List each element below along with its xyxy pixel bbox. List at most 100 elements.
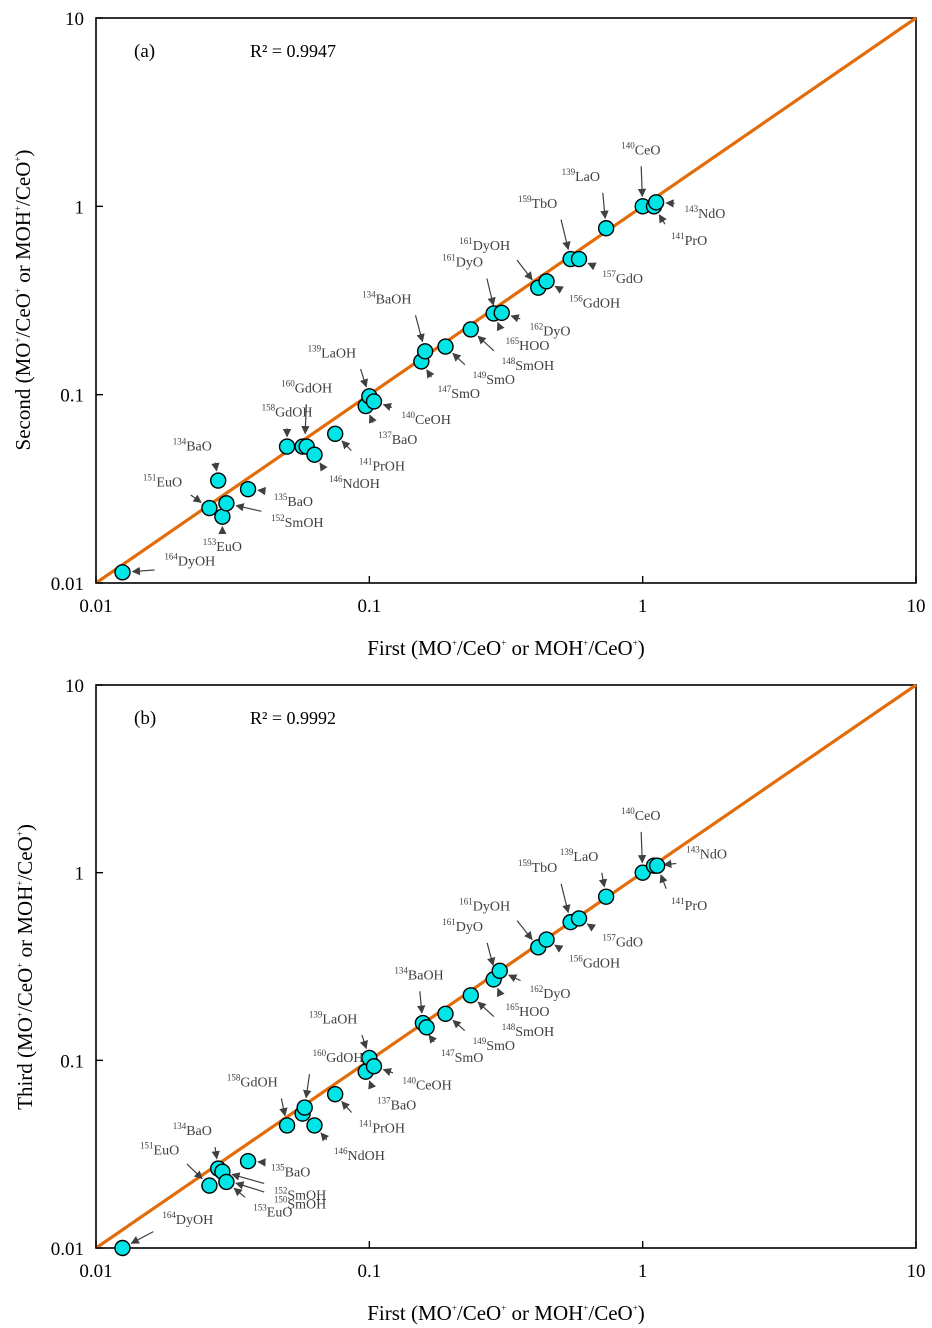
- annotation-label: 141PrO: [671, 896, 707, 914]
- annotation-label: 146NdOH: [329, 474, 380, 492]
- annotation-arrow: [510, 314, 521, 323]
- data-point: [538, 273, 555, 290]
- annotation-label: 150SmOH: [274, 1194, 326, 1212]
- data-point: [218, 495, 235, 512]
- data-point: [538, 931, 555, 948]
- annotation-label: 159TbO: [518, 194, 557, 212]
- annotation-arrow: [659, 874, 668, 889]
- x-tick-label: 0.1: [357, 596, 381, 617]
- annotation-arrow: [477, 335, 495, 352]
- annotation-arrow: [279, 1098, 288, 1117]
- r-squared-label: R² = 0.9992: [250, 708, 336, 728]
- data-point-layer: [114, 194, 665, 581]
- annotation-arrow: [211, 462, 220, 472]
- x-tick-label: 0.1: [357, 1261, 381, 1282]
- annotation-arrow: [368, 414, 377, 424]
- data-point: [114, 564, 131, 581]
- annotation-arrow: [257, 486, 266, 496]
- annotation-label: 165HOO: [506, 336, 550, 354]
- annotation-arrow-layer: [131, 166, 675, 576]
- data-point: [648, 857, 666, 874]
- annotation-label: 141PrOH: [359, 1118, 405, 1136]
- annotation-arrow: [301, 404, 310, 435]
- annotation-arrow: [486, 278, 496, 307]
- annotation-arrow: [359, 368, 368, 388]
- data-point: [326, 425, 344, 442]
- annotation-arrow: [663, 859, 677, 869]
- annotation-arrow: [554, 944, 564, 953]
- annotation-label: 140CeOH: [402, 1076, 451, 1094]
- annotation-label: 139LaOH: [309, 1009, 358, 1027]
- annotation-arrow: [477, 1001, 495, 1018]
- annotation-label: 134BaOH: [394, 965, 443, 983]
- annotation-arrow: [131, 566, 155, 576]
- y-tick-label: 0.01: [51, 574, 84, 595]
- annotation-label: 161DyOH: [459, 236, 510, 254]
- annotation-arrow: [554, 285, 564, 294]
- annotation-arrow: [130, 1231, 154, 1244]
- x-tick-label: 1: [638, 1261, 648, 1282]
- annotation-arrow: [320, 1132, 330, 1142]
- annotation-arrow: [341, 1101, 352, 1113]
- annotation-arrow: [452, 352, 466, 366]
- data-point: [239, 1153, 257, 1170]
- annotation-arrow: [233, 1187, 246, 1198]
- annotation-label: 153EuO: [203, 537, 242, 555]
- data-point: [214, 508, 231, 525]
- annotation-label: 135BaO: [271, 1163, 310, 1181]
- annotation-label: 140CeOH: [402, 410, 451, 428]
- annotation-label: 137BaO: [378, 430, 417, 448]
- annotation-arrow: [516, 920, 533, 941]
- y-tick-label: 0.1: [60, 386, 84, 407]
- annotation-arrow: [637, 831, 647, 864]
- annotation-arrow: [428, 1034, 437, 1044]
- annotation-label: 134BaOH: [362, 290, 411, 308]
- annotation-label: 135BaO: [274, 492, 313, 510]
- annotation-label: 147SmO: [441, 1048, 483, 1066]
- x-tick-label: 10: [907, 596, 926, 617]
- annotation-label: 152SmOH: [274, 1186, 326, 1204]
- annotation-arrow: [211, 1147, 220, 1160]
- tick-layer: 0.01 0.1 1 10 0.01 0.1 1 10: [51, 9, 926, 617]
- annotation-arrow: [600, 192, 609, 220]
- r-squared-label: R² = 0.9947: [250, 41, 336, 61]
- annotation-label: 164DyOH: [162, 1210, 213, 1228]
- data-point: [218, 1173, 235, 1191]
- annotation-arrow: [235, 1181, 265, 1193]
- annotation-arrow: [496, 321, 505, 332]
- y-tick-label: 0.1: [60, 1051, 84, 1072]
- annotation-label: 162DyO: [530, 321, 571, 339]
- annotation-label: 139LaO: [562, 167, 600, 185]
- data-point: [114, 1239, 131, 1257]
- annotation-arrow: [560, 883, 571, 914]
- data-point: [306, 1117, 323, 1134]
- tick-layer: 0.01 0.1 1 10 0.01 0.1 1 10: [51, 676, 926, 1282]
- annotation-arrow: [359, 1034, 368, 1050]
- annotation-label: 152SmOH: [271, 513, 323, 531]
- data-point: [201, 1177, 218, 1194]
- identity-line: [95, 16, 917, 585]
- data-point: [493, 304, 510, 322]
- annotation-label: 140CeO: [621, 806, 660, 824]
- annotation-label: 161DyO: [442, 253, 483, 271]
- y-tick-label: 1: [75, 864, 85, 885]
- annotation-arrow: [426, 369, 435, 379]
- data-point: [570, 910, 588, 927]
- annotation-label: 162DyO: [530, 984, 571, 1002]
- annotation-label: 158GdOH: [227, 1073, 278, 1091]
- data-point: [210, 472, 227, 489]
- annotation-label-layer: 164DyOH 151EuO 134BaO 153EuO 152SmOH 135BaO 15…: [143, 140, 725, 569]
- x-axis-label: First (MO+/CeO+ or MOH+/CeO+): [367, 1301, 645, 1325]
- annotation-label: 160GdOH: [281, 378, 332, 396]
- data-point: [278, 438, 296, 455]
- annotation-arrow: [231, 1172, 265, 1185]
- annotation-arrow: [665, 199, 675, 208]
- annotation-label: 134BaO: [173, 437, 212, 455]
- annotation-label: 151EuO: [140, 1140, 179, 1158]
- annotation-label: 153EuO: [253, 1202, 292, 1220]
- data-point: [201, 499, 218, 517]
- plot-area-frame: [95, 684, 917, 1249]
- y-tick-label: 10: [65, 676, 84, 697]
- data-point: [296, 1099, 313, 1116]
- data-point: [647, 194, 665, 211]
